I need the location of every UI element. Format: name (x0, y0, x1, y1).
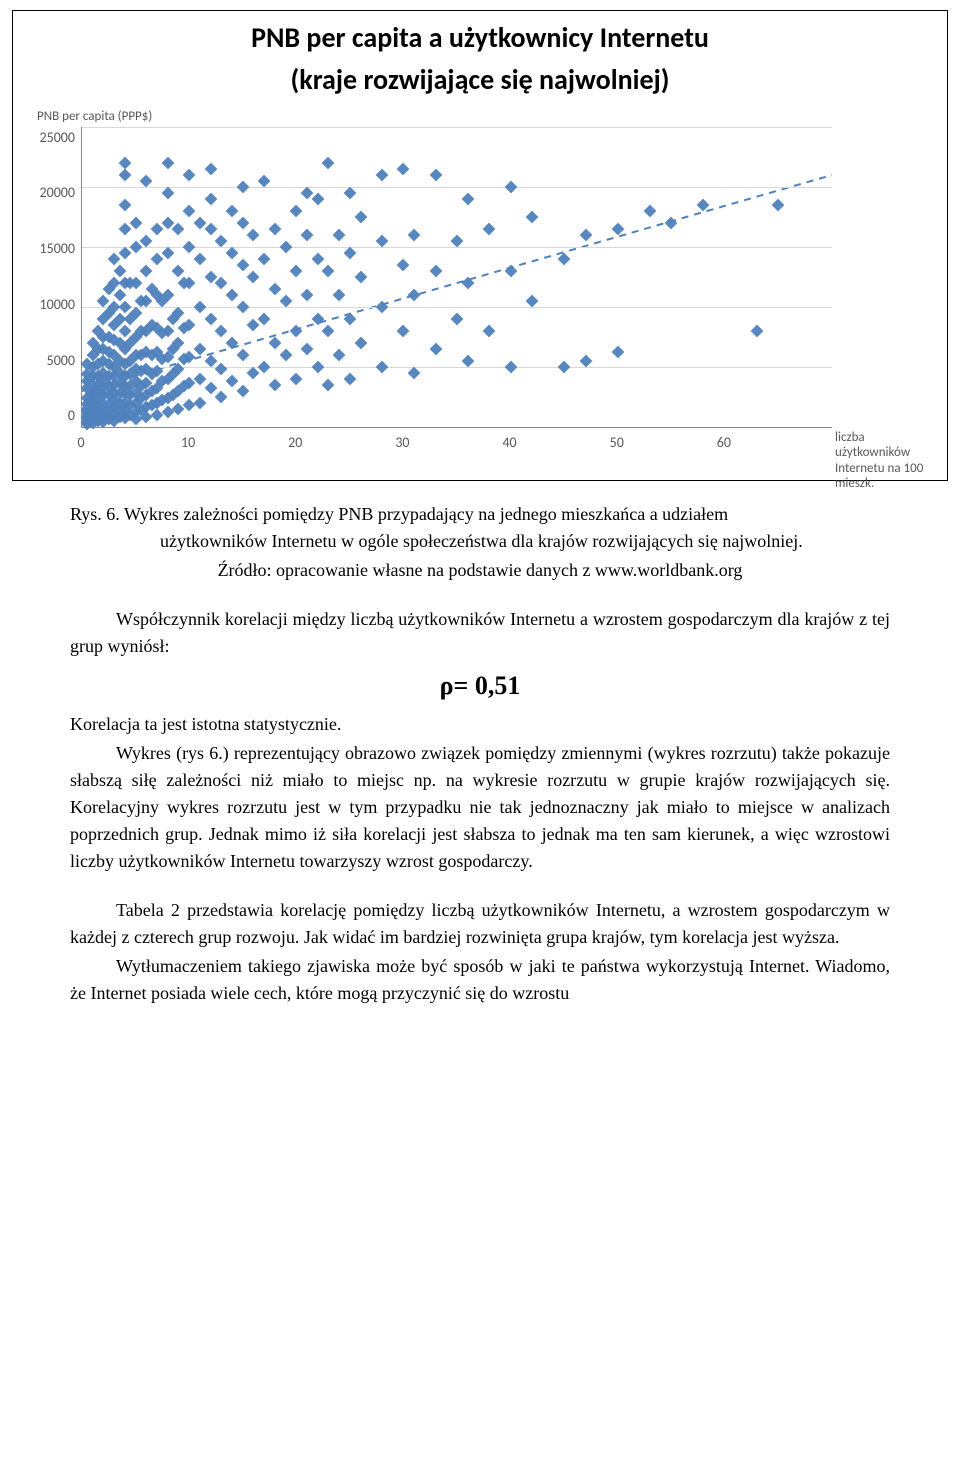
x-axis-row: 0 10 20 30 40 50 60 liczba użytkowników Intern… (19, 428, 941, 452)
x-tick-label: 50 (610, 432, 624, 453)
paragraph-5: Wytłumaczeniem takiego zjawiska może być… (70, 953, 890, 1007)
caption-line1: Wykres zależności pomiędzy PNB przypadaj… (124, 504, 728, 524)
caption-line2: użytkowników Internetu w ogóle społeczeń… (70, 528, 803, 555)
x-tick-label: 0 (77, 432, 84, 453)
y-tick-label: 20000 (19, 182, 75, 203)
chart-title: PNB per capita a użytkownicy Internetu (… (19, 17, 941, 101)
paragraph-1: Współczynnik korelacji między liczbą uży… (70, 606, 890, 660)
y-axis-ticks: 25000 20000 15000 10000 5000 0 (19, 127, 81, 427)
chart-frame: PNB per capita a użytkownicy Internetu (… (12, 10, 948, 481)
paragraph-4: Tabela 2 przedstawia korelację pomiędzy … (70, 897, 890, 951)
body-text: Rys. 6. Wykres zależności pomiędzy PNB p… (0, 501, 960, 1039)
gridline (82, 187, 832, 188)
y-tick-label: 25000 (19, 127, 75, 148)
y-tick-label: 15000 (19, 238, 75, 259)
figure-source: Źródło: opracowanie własne na podstawie … (70, 557, 890, 584)
x-axis-label-line2: Internetu na 100 mieszk. (835, 461, 923, 492)
x-spacer (19, 428, 81, 452)
y-axis-label: PNB per capita (PPP$) (37, 107, 941, 127)
x-tick-label: 40 (502, 432, 516, 453)
chart-title-line1: PNB per capita a użytkownicy Internetu (19, 17, 941, 59)
x-tick-label: 20 (288, 432, 302, 453)
gridline (82, 127, 832, 128)
figure-caption: Rys. 6. Wykres zależności pomiędzy PNB p… (70, 501, 890, 555)
x-tick-label: 30 (395, 432, 409, 453)
plot-area (81, 127, 832, 428)
paragraph-3: Wykres (rys 6.) reprezentujący obrazowo … (70, 740, 890, 875)
x-axis-label-line1: liczba użytkowników (835, 430, 910, 461)
x-axis-ticks: 0102030405060 (81, 428, 831, 452)
x-tick-label: 60 (717, 432, 731, 453)
x-axis-label-wrap: liczba użytkowników Internetu na 100 mie… (831, 428, 941, 452)
y-tick-label: 0 (19, 405, 75, 426)
chart-title-line2: (kraje rozwijające się najwolniej) (19, 59, 941, 101)
y-tick-label: 10000 (19, 294, 75, 315)
y-tick-label: 5000 (19, 350, 75, 371)
plot-row: 25000 20000 15000 10000 5000 0 (19, 127, 941, 428)
gridline (82, 367, 832, 368)
rho-value: ρ= 0,51 (70, 666, 890, 705)
paragraph-2: Korelacja ta jest istotna statystycznie. (70, 711, 890, 738)
chart-bottom-pad (19, 452, 941, 480)
caption-prefix: Rys. 6. (70, 504, 120, 524)
x-tick-label: 10 (181, 432, 195, 453)
x-axis-label: liczba użytkowników Internetu na 100 mie… (835, 430, 941, 492)
